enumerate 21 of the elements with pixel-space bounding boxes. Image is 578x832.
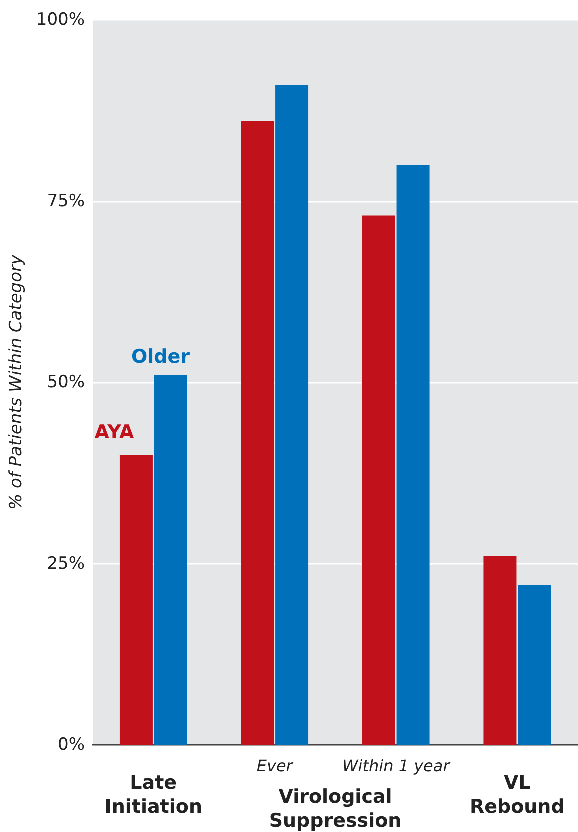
x-tick-label: Late Initiation — [104, 772, 202, 818]
bar — [120, 455, 153, 745]
bar — [484, 556, 517, 745]
bar — [154, 375, 188, 745]
bar — [362, 216, 396, 745]
bar — [241, 122, 274, 745]
y-axis-title: % of Patients Within Category — [6, 254, 26, 510]
bar — [276, 85, 309, 745]
bar — [518, 586, 552, 745]
x-tick-label: Within 1 year — [342, 756, 452, 776]
y-tick-label: 75% — [47, 191, 85, 212]
y-tick-label: 25% — [47, 554, 85, 574]
bar — [396, 165, 430, 745]
x-tick-label: VL Rebound — [470, 772, 565, 818]
series-label: AYA — [94, 422, 135, 444]
text: Virological Suppression — [269, 786, 402, 832]
y-tick-label: 0% — [58, 735, 85, 755]
x-tick-label: Ever — [256, 756, 294, 776]
y-tick-label: 100% — [36, 10, 85, 30]
series-label: Older — [132, 346, 191, 368]
y-tick-label: 50% — [47, 372, 85, 392]
